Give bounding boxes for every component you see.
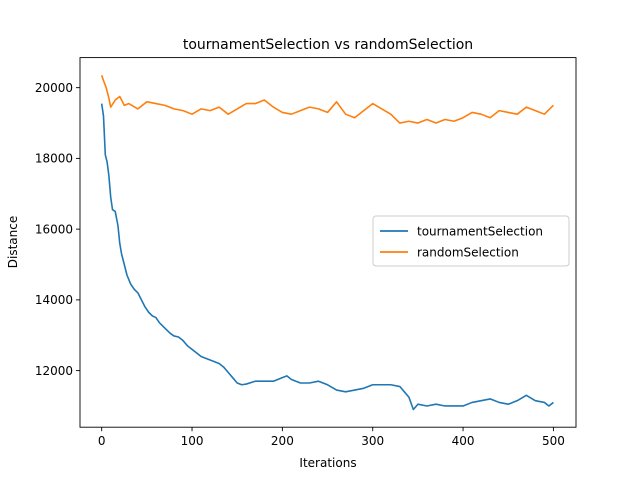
x-tick-label: 200 [271,434,294,448]
y-tick-label: 16000 [35,222,73,236]
legend-label-tournamentselection: tournamentSelection [417,225,543,239]
y-tick-label: 12000 [35,364,73,378]
legend: tournamentSelection randomSelection [373,216,569,266]
x-tick-label: 300 [361,434,384,448]
x-tick-label: 500 [542,434,565,448]
x-axis-title: Iterations [299,456,356,470]
y-tick-label: 20000 [35,81,73,95]
x-tick-label: 0 [98,434,106,448]
x-tick-label: 400 [452,434,475,448]
y-tick-label: 14000 [35,293,73,307]
legend-label-randomselection: randomSelection [417,246,519,260]
y-tick-label: 18000 [35,152,73,166]
chart-title: tournamentSelection vs randomSelection [183,37,473,53]
y-axis-title: Distance [6,216,20,268]
x-tick-label: 100 [181,434,204,448]
